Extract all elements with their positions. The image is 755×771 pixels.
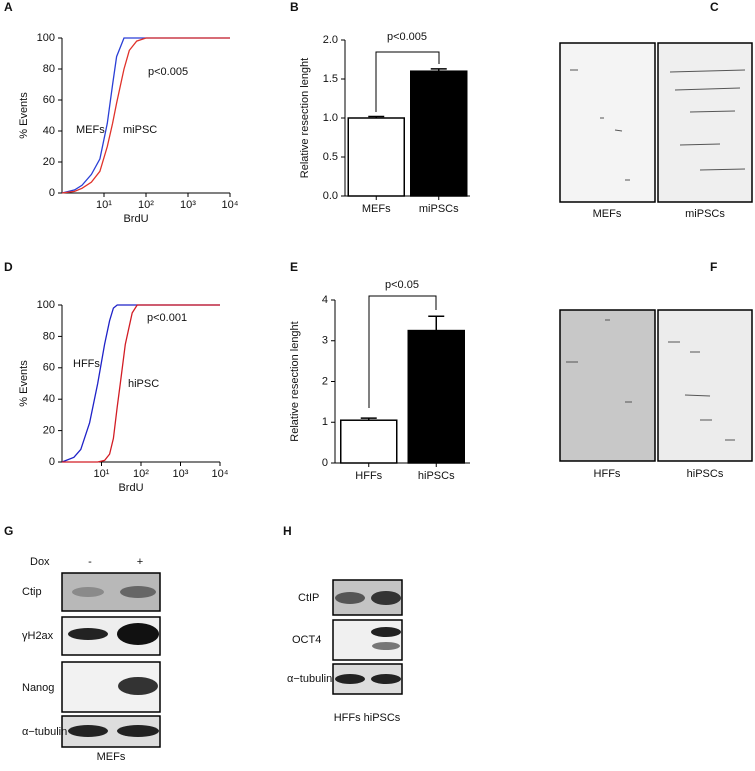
bar [410, 70, 468, 197]
x-tick-label: MEFs [362, 203, 391, 215]
x-tick-label: hiPSCs [418, 470, 455, 482]
y-axis-label: Relative resection lenght [289, 321, 301, 441]
y-tick-label: 80 [43, 63, 55, 75]
annotation: HFFs [73, 358, 100, 370]
row-label: CtIP [298, 592, 319, 604]
line [62, 304, 220, 463]
row-label: Nanog [22, 682, 54, 694]
x-tick-label: 10¹ [96, 199, 112, 211]
image-label: MEFs [593, 208, 622, 220]
panel-letter: A [4, 0, 13, 14]
caption: MEFs [97, 751, 126, 763]
bracket [368, 295, 437, 408]
x-tick-label: 10³ [180, 199, 196, 211]
y-tick-label: 0 [49, 456, 55, 468]
line [61, 37, 230, 194]
y-tick-label: 40 [43, 393, 55, 405]
image-label: hiPSCs [687, 468, 724, 480]
annotation: p<0.005 [148, 66, 188, 78]
y-tick-label: 60 [43, 94, 55, 106]
panel-letter: E [290, 260, 298, 274]
treatment-label: Dox [30, 556, 50, 568]
annotation: p<0.05 [385, 279, 419, 291]
y-tick-label: 40 [43, 125, 55, 137]
y-tick-label: 0.5 [323, 151, 338, 163]
image-label: HFFs [594, 468, 621, 480]
line [61, 37, 230, 194]
annotation: MEFs [76, 124, 105, 136]
blots [61, 572, 161, 748]
y-tick-label: 2.0 [323, 34, 338, 46]
x-tick-label: 10⁴ [222, 199, 239, 211]
row-label: Ctip [22, 586, 42, 598]
x-tick-label: 10³ [173, 468, 189, 480]
panel-letter: C [710, 0, 719, 14]
y-axis-label: Relative resection lenght [299, 58, 311, 178]
y-axis-label: % Events [18, 360, 30, 407]
row-label: α−tubulin [22, 726, 67, 738]
bar [340, 419, 398, 464]
y-tick-label: 80 [43, 330, 55, 342]
panel-letter: D [4, 260, 13, 274]
panel-letter: B [290, 0, 299, 14]
x-tick-label: 10⁴ [212, 468, 229, 480]
y-tick-label: 3 [322, 335, 328, 347]
row-label: γH2ax [22, 630, 54, 642]
condition-label: - [88, 556, 92, 568]
y-tick-label: 1 [322, 416, 328, 428]
x-axis-label: BrdU [118, 482, 143, 494]
panel-letter: F [710, 260, 717, 274]
x-axis-label: BrdU [123, 213, 148, 225]
x-tick-label: 10² [133, 468, 149, 480]
bar [407, 329, 465, 464]
panel-letter: H [283, 524, 292, 538]
blots [332, 579, 403, 695]
y-tick-label: 100 [37, 32, 55, 44]
y-tick-label: 1.0 [323, 112, 338, 124]
y-tick-label: 1.5 [323, 73, 338, 85]
y-tick-label: 20 [43, 425, 55, 437]
bracket [375, 51, 440, 112]
caption: HFFs hiPSCs [334, 712, 401, 724]
fiber-images [559, 309, 753, 462]
y-tick-label: 20 [43, 156, 55, 168]
y-tick-label: 100 [37, 299, 55, 311]
y-tick-label: 4 [322, 294, 328, 306]
annotation: hiPSC [128, 378, 159, 390]
panel-letter: G [4, 524, 13, 538]
y-tick-label: 2 [322, 375, 328, 387]
y-tick-label: 0 [49, 187, 55, 199]
y-tick-label: 0 [322, 457, 328, 469]
fiber-images [559, 42, 753, 203]
row-label: α−tubulin [287, 673, 332, 685]
y-tick-label: 0.0 [323, 190, 338, 202]
row-label: OCT4 [292, 634, 321, 646]
bar [347, 117, 405, 197]
annotation: p<0.001 [147, 312, 187, 324]
annotation: p<0.005 [387, 31, 427, 43]
x-tick-label: HFFs [355, 470, 382, 482]
x-tick-label: miPSCs [419, 203, 459, 215]
x-tick-label: 10¹ [94, 468, 110, 480]
image-label: miPSCs [685, 208, 725, 220]
condition-label: + [137, 556, 143, 568]
x-tick-label: 10² [138, 199, 154, 211]
annotation: miPSC [123, 124, 157, 136]
y-tick-label: 60 [43, 362, 55, 374]
y-axis-label: % Events [18, 92, 30, 139]
